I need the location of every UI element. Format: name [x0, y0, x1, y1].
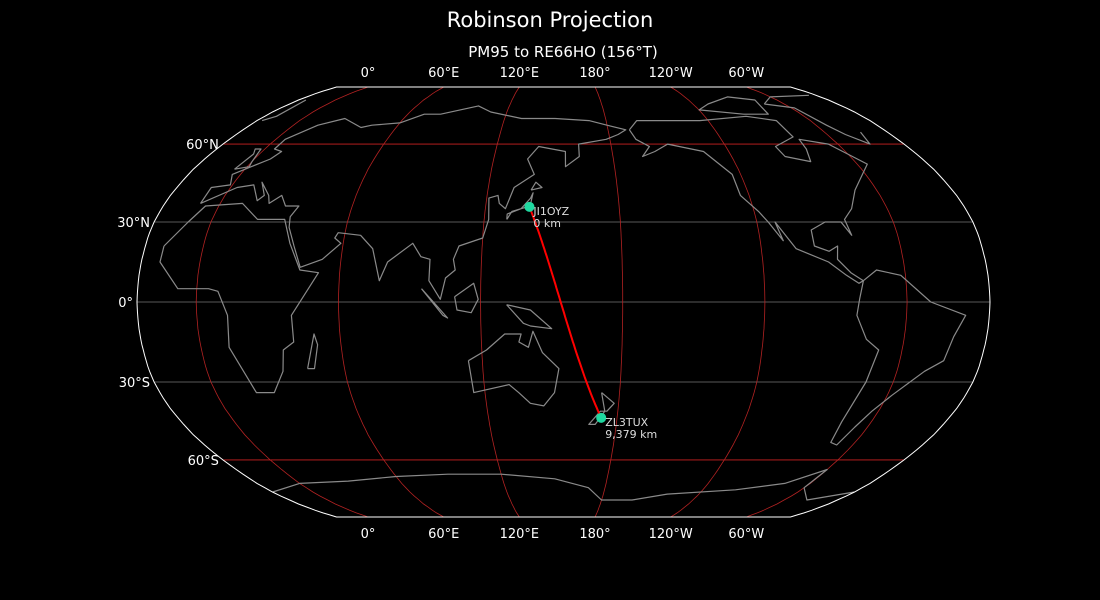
map-title: Robinson Projection: [446, 8, 654, 32]
lon-tick-label-bottom: 120°W: [649, 527, 693, 542]
route-path: [528, 206, 603, 419]
meridian-line: [337, 86, 444, 518]
lon-tick-label-top: 60°E: [428, 66, 459, 81]
coastline: [200, 105, 627, 300]
coastline: [261, 94, 871, 145]
coastline: [506, 192, 534, 220]
station-marker: [596, 412, 607, 423]
meridian-line: [746, 86, 908, 518]
graticule: [137, 86, 990, 518]
lon-tick-label-bottom: 180°: [579, 527, 610, 542]
meridian-line: [480, 86, 520, 518]
lat-tick-label: 0°: [118, 296, 133, 311]
coastline: [234, 148, 262, 170]
meridian-line: [670, 86, 766, 518]
coastline: [698, 96, 769, 115]
coastline: [506, 304, 553, 330]
coastline: [830, 269, 967, 446]
coastlines: [159, 94, 967, 501]
tick-labels: 0° 0° 60°E 60°E 120°E 120°E 180° 180° 120°W 120°W…: [117, 66, 764, 542]
lon-tick-label-top: 180°: [579, 66, 610, 81]
station-marker: [524, 201, 535, 212]
coastline: [159, 202, 320, 394]
station-distance: 0 km: [533, 217, 561, 230]
coastline: [628, 115, 868, 284]
station-callsign: JI1OYZ: [532, 205, 569, 218]
coastline: [530, 181, 543, 191]
lon-tick-label-top: 0°: [361, 66, 376, 81]
coastline: [467, 330, 560, 407]
map-subtitle: PM95 to RE66HO (156°T): [468, 43, 658, 61]
map-outline: [136, 86, 991, 518]
lon-tick-label-bottom: 60°E: [428, 527, 459, 542]
coastline: [421, 288, 449, 319]
meridian-line: [594, 86, 624, 518]
lon-tick-label-bottom: 120°E: [500, 527, 540, 542]
lon-tick-label-bottom: 0°: [361, 527, 376, 542]
lat-tick-label: 30°N: [117, 216, 150, 231]
meridian-line: [195, 86, 369, 518]
lon-tick-label-top: 120°W: [649, 66, 693, 81]
coastline: [307, 333, 319, 370]
lon-tick-label-top: 60°W: [728, 66, 764, 81]
lon-tick-label-bottom: 60°W: [728, 527, 764, 542]
lon-tick-label-top: 120°E: [500, 66, 540, 81]
station-distance: 9,379 km: [605, 428, 657, 441]
coastline: [272, 468, 855, 501]
station-callsign: ZL3TUX: [605, 416, 648, 429]
coastline: [454, 282, 479, 314]
lat-tick-label: 60°S: [188, 454, 219, 469]
lat-tick-label: 30°S: [119, 376, 150, 391]
lat-tick-label: 60°N: [186, 138, 219, 153]
